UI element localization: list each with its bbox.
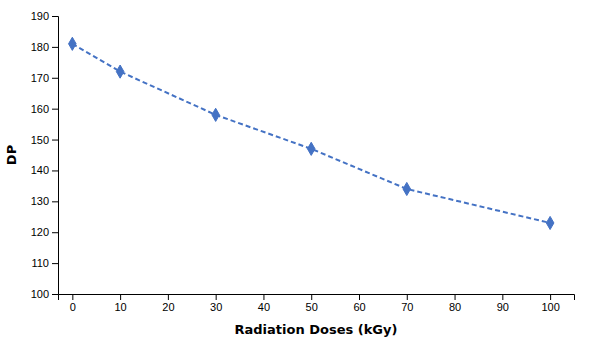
tick-label: 100	[541, 301, 559, 313]
tick-label: 50	[306, 301, 318, 313]
tick-mark	[120, 294, 121, 300]
tick-label: 40	[258, 301, 270, 313]
tick-mark	[52, 16, 58, 17]
marks	[69, 37, 554, 229]
tick-label: 150	[31, 134, 49, 146]
marker	[212, 108, 220, 121]
tick-mark	[52, 109, 58, 110]
tick: 110	[31, 257, 58, 269]
tick-mark	[216, 294, 217, 300]
tick-mark	[502, 294, 503, 300]
tick: 170	[31, 72, 58, 84]
tick-label: 70	[401, 301, 413, 313]
tick-label: 80	[449, 301, 461, 313]
tick: 60	[353, 294, 365, 313]
tick-label: 130	[31, 195, 49, 207]
tick: 50	[306, 294, 318, 313]
chart: 0 10 20 30 40 50 60 70 80 90 100 100 110 120 130 140 150…	[0, 0, 596, 344]
tick: 20	[162, 294, 174, 313]
tick: 130	[31, 195, 58, 207]
tick-mark	[52, 263, 58, 264]
marker	[403, 182, 411, 195]
tick-mark	[263, 294, 264, 300]
tick-label: 120	[31, 226, 49, 238]
marker	[307, 142, 315, 155]
tick-mark	[359, 294, 360, 300]
tick-mark	[52, 47, 58, 48]
tick-mark	[52, 294, 58, 295]
tick-mark	[168, 294, 169, 300]
y-axis: 100 110 120 130 140 150 160 170 180 190	[31, 10, 59, 300]
tick-label: 90	[497, 301, 509, 313]
tick-mark	[311, 294, 312, 300]
tick: 180	[31, 41, 58, 53]
marker	[69, 37, 77, 50]
marker	[546, 216, 554, 229]
tick-label: 140	[31, 164, 49, 176]
axis-line	[52, 17, 59, 295]
tick-mark	[72, 294, 73, 300]
tick: 0	[70, 294, 76, 313]
tick: 120	[31, 226, 58, 238]
tick: 70	[401, 294, 413, 313]
tick: 140	[31, 164, 58, 176]
tick-label: 20	[162, 301, 174, 313]
tick: 10	[114, 294, 126, 313]
tick-label: 60	[353, 301, 365, 313]
tick-mark	[52, 201, 58, 202]
tick-label: 100	[31, 288, 49, 300]
tick-mark	[52, 78, 58, 79]
marker	[116, 65, 124, 78]
tick: 40	[258, 294, 270, 313]
tick: 30	[210, 294, 222, 313]
tick: 100	[31, 288, 58, 300]
tick-label: 160	[31, 103, 49, 115]
tick: 190	[31, 10, 58, 22]
tick-label: 170	[31, 72, 49, 84]
tick-label: 110	[31, 257, 49, 269]
tick-mark	[455, 294, 456, 300]
tick-mark	[52, 170, 58, 171]
tick: 90	[497, 294, 509, 313]
tick-mark	[407, 294, 408, 300]
tick-label: 190	[31, 10, 49, 22]
tick-label: 180	[31, 41, 49, 53]
x-axis: 0 10 20 30 40 50 60 70 80 90 100	[59, 294, 575, 313]
tick-mark	[550, 294, 551, 300]
tick: 160	[31, 103, 58, 115]
plot: 0 10 20 30 40 50 60 70 80 90 100 100 110 120 130 140 150…	[31, 10, 575, 313]
tick-label: 0	[70, 301, 76, 313]
x-axis-title: Radiation Doses (kGy)	[235, 322, 398, 337]
tick: 150	[31, 134, 58, 146]
tick: 100	[541, 294, 559, 313]
line	[72, 44, 550, 223]
tick-mark	[52, 140, 58, 141]
tick: 80	[449, 294, 461, 313]
tick-label: 10	[114, 301, 126, 313]
tick-mark	[52, 232, 58, 233]
y-axis-title: DP	[4, 145, 19, 165]
tick-label: 30	[210, 301, 222, 313]
axis-line	[59, 295, 575, 301]
